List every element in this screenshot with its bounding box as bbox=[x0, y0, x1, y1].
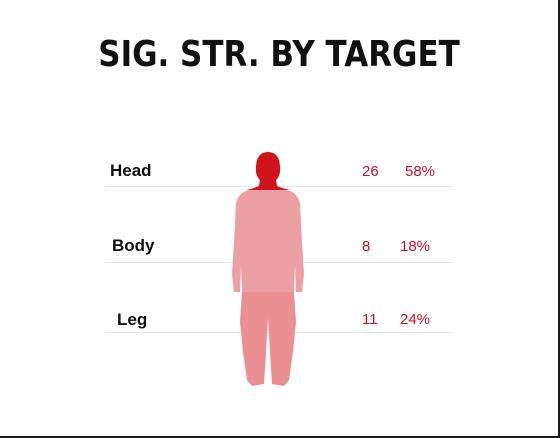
row-divider bbox=[105, 186, 452, 187]
figure-head bbox=[246, 152, 290, 190]
panel-title: SIG. STR. BY TARGET bbox=[98, 34, 460, 75]
row-head-label: Head bbox=[110, 161, 152, 180]
human-body-silhouette-icon bbox=[232, 152, 304, 386]
row-head-percent: 58% bbox=[405, 163, 436, 180]
row-leg-label: Leg bbox=[117, 310, 148, 329]
figure-legs bbox=[240, 292, 296, 386]
figure-torso bbox=[232, 190, 304, 292]
row-body-percent: 18% bbox=[400, 238, 431, 255]
row-body-count: 8 bbox=[362, 238, 371, 255]
row-head-count: 26 bbox=[362, 163, 379, 180]
row-leg-count: 11 bbox=[362, 311, 378, 328]
row-body-label: Body bbox=[112, 236, 155, 255]
row-leg-percent: 24% bbox=[400, 311, 431, 328]
